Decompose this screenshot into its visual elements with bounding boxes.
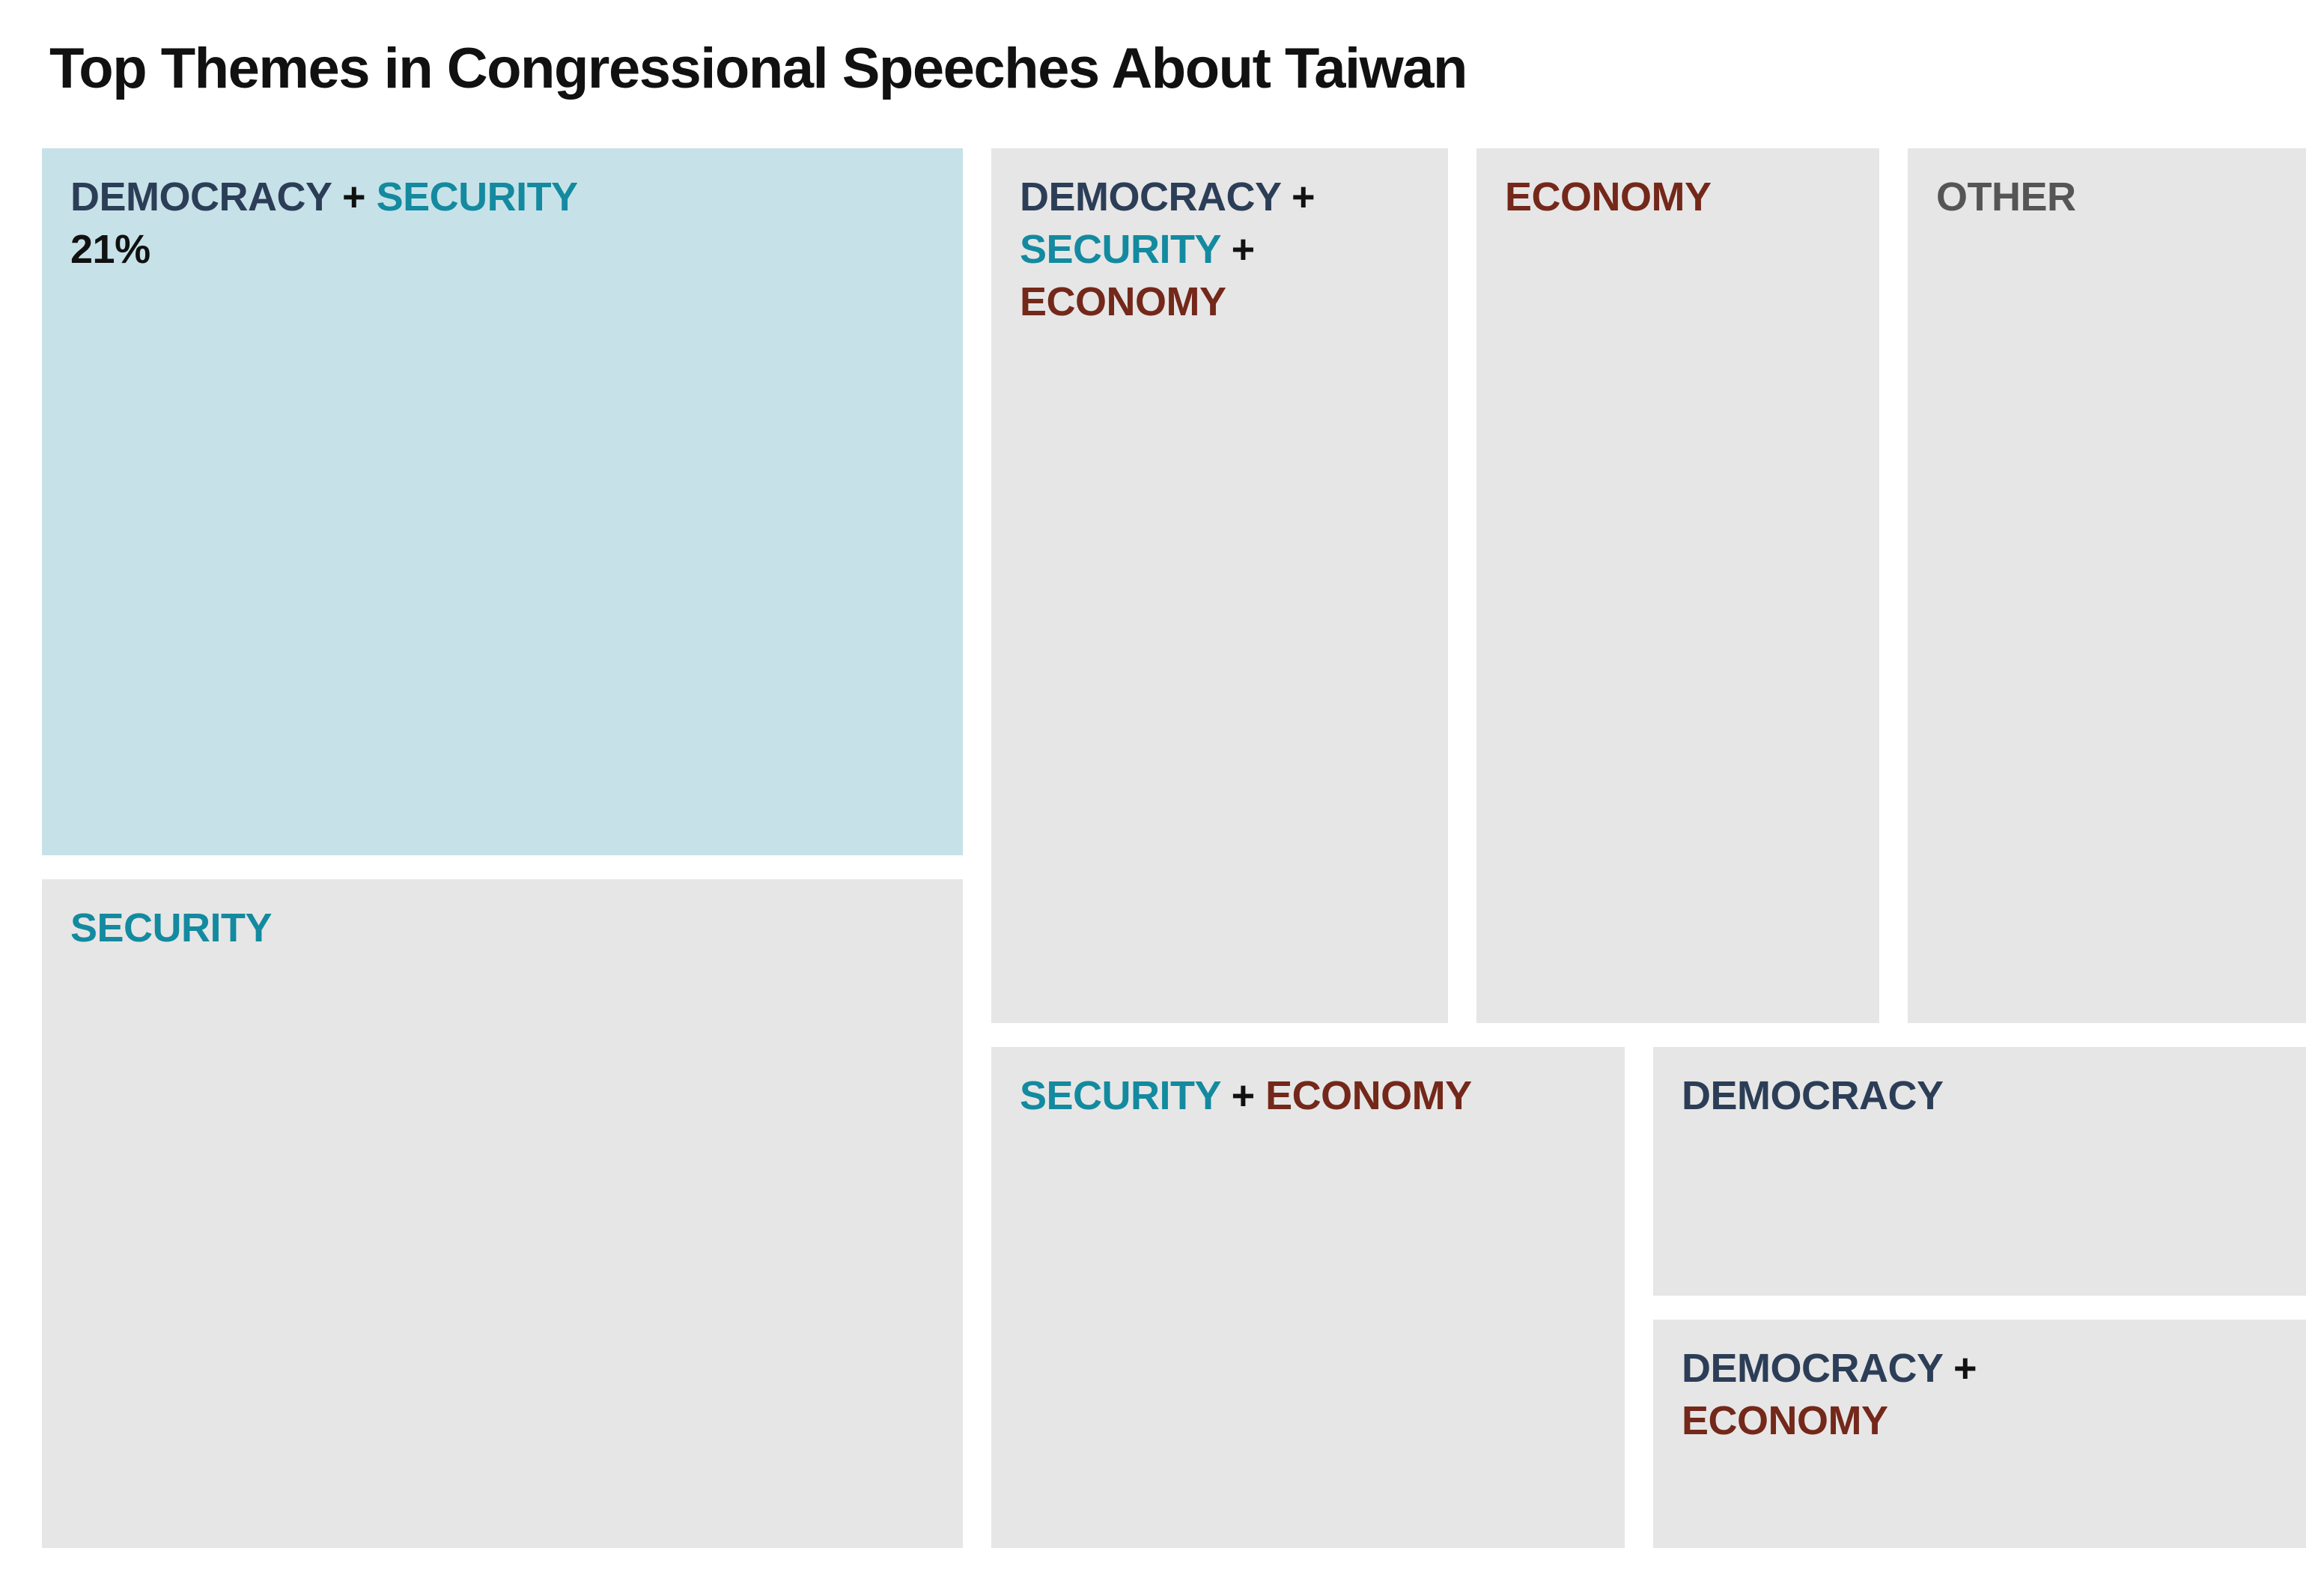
cell-label: ECONOMY [1505, 171, 1712, 223]
plus-sign: + [1220, 227, 1256, 272]
treemap-cell-democracy-economy: DEMOCRACY + ECONOMY [1653, 1320, 2306, 1548]
chart-title: Top Themes in Congressional Speeches Abo… [49, 37, 1467, 100]
theme-label-security: SECURITY [1020, 227, 1221, 272]
plus-sign: + [1942, 1346, 1977, 1391]
theme-label-other: OTHER [1936, 175, 2076, 219]
plus-sign: + [1220, 1073, 1266, 1118]
treemap-cell-other: OTHER [1908, 148, 2306, 1023]
cell-label: DEMOCRACY + SECURITY + ECONOMY [1020, 171, 1315, 328]
theme-label-security: SECURITY [70, 905, 273, 950]
theme-label-democracy: DEMOCRACY [1682, 1346, 1943, 1391]
cell-label: DEMOCRACY + ECONOMY [1682, 1342, 1977, 1447]
theme-label-security: SECURITY [1020, 1073, 1221, 1118]
cell-label: DEMOCRACY + SECURITY 21% [70, 171, 578, 276]
cell-label: SECURITY [70, 902, 273, 954]
theme-label-economy: ECONOMY [1682, 1398, 1888, 1443]
treemap-cell-security: SECURITY [42, 879, 963, 1548]
treemap-cell-democracy-security: DEMOCRACY + SECURITY 21% [42, 148, 963, 855]
theme-label-democracy: DEMOCRACY [1682, 1073, 1944, 1118]
theme-label-economy: ECONOMY [1265, 1073, 1472, 1118]
theme-label-democracy: DEMOCRACY [70, 175, 332, 219]
plus-sign: + [331, 175, 377, 219]
treemap-cell-democracy-security-economy: DEMOCRACY + SECURITY + ECONOMY [991, 148, 1448, 1023]
plus-sign: + [1280, 175, 1315, 219]
theme-label-democracy: DEMOCRACY [1020, 175, 1281, 219]
theme-label-economy: ECONOMY [1505, 175, 1712, 219]
treemap-cell-economy: ECONOMY [1476, 148, 1879, 1023]
theme-label-security: SECURITY [376, 175, 579, 219]
theme-label-economy: ECONOMY [1020, 279, 1226, 324]
cell-label: SECURITY + ECONOMY [1020, 1069, 1472, 1122]
cell-value-label: 21% [70, 227, 150, 272]
cell-label: OTHER [1936, 171, 2076, 223]
cell-label: DEMOCRACY [1682, 1069, 1944, 1122]
treemap-cell-democracy: DEMOCRACY [1653, 1047, 2306, 1296]
treemap-cell-security-economy: SECURITY + ECONOMY [991, 1047, 1625, 1548]
